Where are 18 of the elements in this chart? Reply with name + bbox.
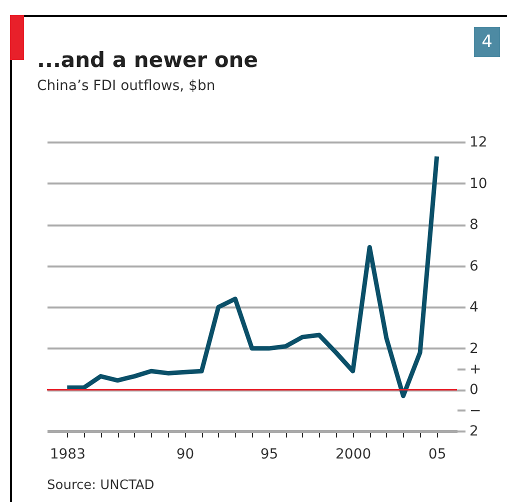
y-tick-label: 2: [470, 340, 478, 357]
y-tick-label: −: [470, 402, 482, 419]
source-note: Source: UNCTAD: [47, 478, 154, 493]
y-tick-label: 4: [470, 300, 478, 316]
x-tick-label: 90: [176, 446, 194, 462]
y-tick-label: 12: [470, 134, 488, 150]
x-tick-label: 1983: [50, 446, 86, 462]
y-tick-label: 8: [470, 217, 478, 234]
y-tick-label: 0: [470, 382, 478, 398]
x-tick-label: 05: [428, 446, 446, 462]
x-tick-label: 95: [260, 446, 278, 462]
chart-title: ...and a newer one: [37, 48, 258, 72]
chart-subtitle: China’s FDI outflows, $bn: [37, 78, 216, 94]
y-tick-label: 6: [470, 258, 478, 274]
x-tick-label: 2000: [336, 446, 372, 462]
y-tick-label: 2: [470, 424, 478, 440]
y-tick-label: +: [470, 362, 482, 378]
y-tick-label: 10: [470, 176, 488, 192]
